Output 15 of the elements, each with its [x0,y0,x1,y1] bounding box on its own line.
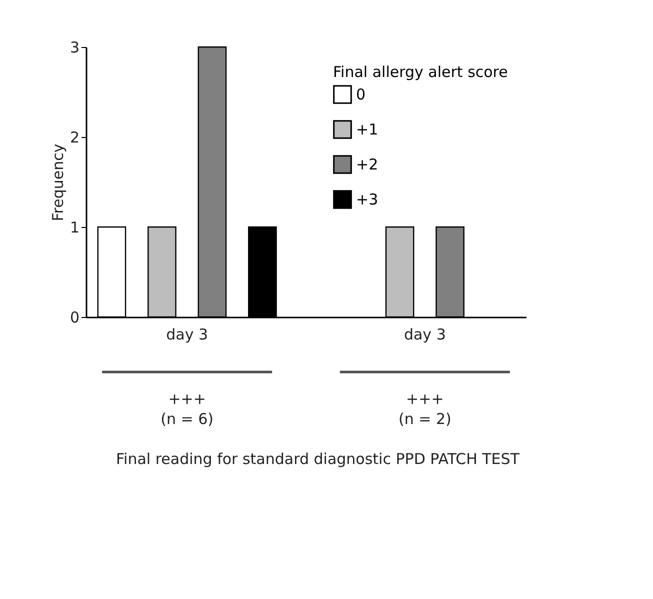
text: +++ (n = 2) [398,390,452,428]
text: Final reading for standard diagnostic PPD PATCH TEST [116,450,520,468]
y-axis-title: Frequency [48,144,67,222]
x-tick-label: day 3 [166,326,208,344]
legend-label: 0 [356,86,366,104]
y-tick-label: 0 [70,308,80,326]
legend-label: +2 [356,156,378,174]
legend-title: Final allergy alert score [333,63,508,81]
text: +++ (n = 6) [160,390,214,428]
y-tick-label: 2 [70,128,80,146]
y-tick-label: 3 [70,38,80,56]
legend-label: +1 [356,120,378,138]
x-tick-label: day 3 [404,326,446,344]
y-tick-label: 1 [70,218,80,236]
legend-label: +3 [356,190,378,208]
